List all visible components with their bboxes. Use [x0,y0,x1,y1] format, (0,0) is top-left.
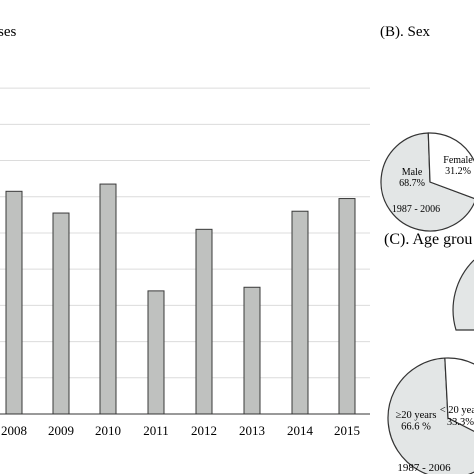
pie-partial-upper [452,259,474,331]
x-tick-label-2012: 2012 [191,423,217,438]
bar-2014 [291,210,309,415]
x-tick-label-2010: 2010 [95,423,121,438]
pie-period-sex: 1987 - 2006 [392,204,440,215]
pie-label-sex-1: Female [443,155,473,166]
pie-value-sex-0: 68.7% [399,178,425,189]
panel-label-sex: (B). Sex [380,24,430,40]
x-tick-label-2011: 2011 [143,423,169,438]
pie-label-sex-0: Male [402,167,423,178]
x-tick-label-2009: 2009 [48,423,74,438]
pie-slice-sex-0 [380,132,474,232]
x-tick-label-2015: 2015 [334,423,360,438]
bar-2015 [338,198,356,415]
y-axis-label: ses [0,24,16,40]
bars [5,183,356,415]
pie-value-age-0: 66.6 % [401,422,431,433]
panel-label-age-group: (C). Age grou [384,231,472,248]
pie-label-age-1: < 20 yea [440,405,474,416]
pie-value-sex-1: 31.2% [445,166,471,177]
x-tick-label-2008: 2008 [1,423,27,438]
bar-2008 [5,190,23,415]
pie-value-age-1: 33.3% [447,417,474,428]
bar-2009 [52,212,70,415]
x-tick-label-2013: 2013 [239,423,265,438]
pie-label-age-0: ≥20 years [395,410,436,421]
pie-period-age: 1987 - 2006 [397,462,451,474]
bar-chart: ses 2008 2009 2010 2011 2012 2013 2014 2015 [0,24,370,438]
pie-slice-sex-1 [427,132,474,200]
pie-slice-age-0 [387,357,474,474]
x-tick-labels: 2008 2009 2010 2011 2012 2013 2014 2015 [1,423,360,438]
x-tick-label-2014: 2014 [287,423,314,438]
bar-2012 [195,228,213,415]
pie-slice-age-1 [444,357,474,432]
bar-2011 [147,290,165,415]
bar-2013 [243,286,261,415]
bar-2010 [99,183,117,415]
